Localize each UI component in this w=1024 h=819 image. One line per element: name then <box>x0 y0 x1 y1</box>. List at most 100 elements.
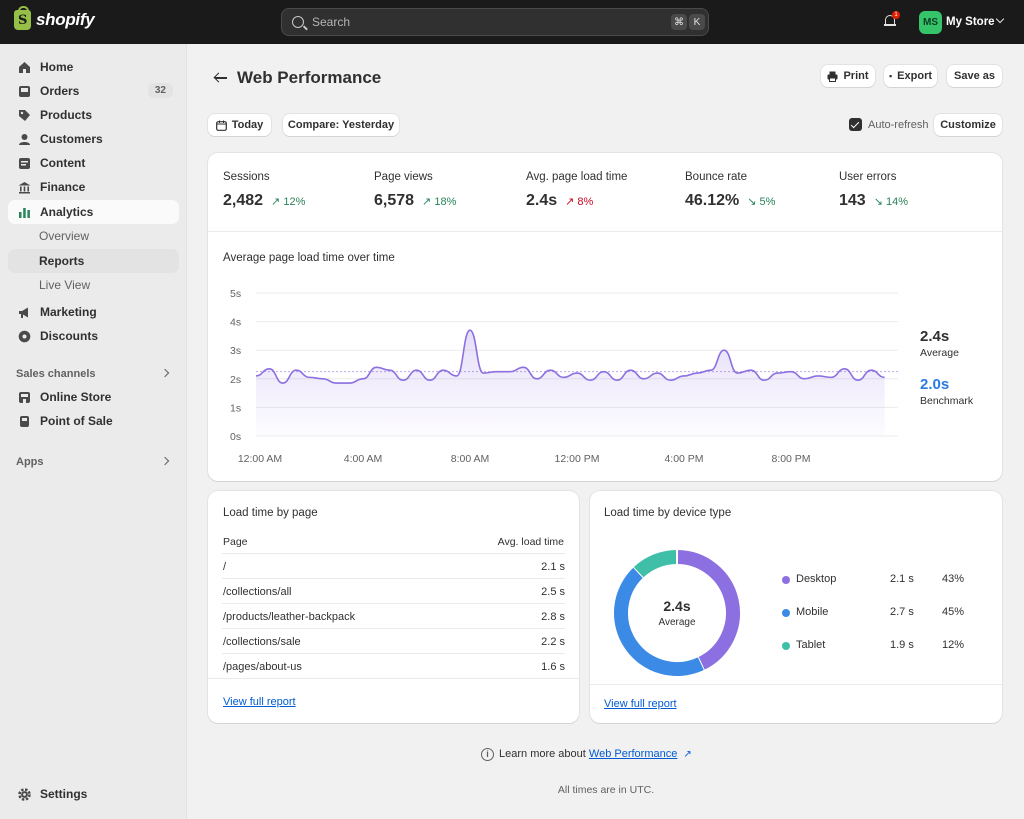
apps-heading[interactable]: Apps <box>16 456 44 468</box>
y-tick-label: 4s <box>230 317 241 329</box>
compare-filter-button[interactable]: Compare: Yesterday <box>283 114 399 136</box>
table-row[interactable]: /2.1 s <box>222 553 565 578</box>
sidebar-item-label: Discounts <box>40 329 99 343</box>
sidebar-item-label: Overview <box>39 229 90 243</box>
donut-slice-mobile[interactable] <box>614 567 704 676</box>
calendar-icon <box>215 120 227 131</box>
arrow-up-right-icon: ↗ <box>565 195 575 208</box>
x-tick-label: 12:00 PM <box>555 453 600 465</box>
info-icon: i <box>481 748 494 761</box>
load-by-device-card: Load time by device type 2.4s Average De… <box>590 491 1002 723</box>
web-performance-link[interactable]: Web Performance <box>588 748 678 760</box>
store-icon <box>19 391 30 403</box>
sidebar-item-point-of-sale[interactable]: Point of Sale <box>8 409 179 433</box>
sidebar-item-label: Home <box>40 60 74 74</box>
metric-user-errors[interactable]: User errors 143 ↘ 14% <box>839 171 909 209</box>
person-icon <box>19 133 30 145</box>
command-key-icon: ⌘ <box>671 14 687 30</box>
auto-refresh-checkbox[interactable] <box>849 118 862 131</box>
table-row[interactable]: /products/leather-backpack 2.8 s <box>222 603 565 628</box>
series-area <box>256 330 885 436</box>
sidebar-item-live-view[interactable]: Live View <box>8 273 179 297</box>
shopify-logo[interactable]: shopify <box>14 6 95 30</box>
metric-avg-load-time[interactable]: Avg. page load time 2.4s ↗ 8% <box>526 171 628 209</box>
view-full-report-link[interactable]: View full report <box>223 696 296 708</box>
save-as-button[interactable]: Save as <box>947 65 1002 87</box>
discount-icon <box>18 330 31 342</box>
sidebar-item-online-store[interactable]: Online Store <box>8 385 179 409</box>
notification-badge: 1 <box>892 11 900 19</box>
sidebar-item-label: Live View <box>39 278 91 292</box>
sidebar-item-label: Settings <box>40 787 88 801</box>
x-tick-label: 4:00 AM <box>344 453 383 465</box>
sidebar-item-label: Marketing <box>40 305 97 319</box>
column-header-page: Page <box>223 536 248 548</box>
metric-bounce-rate[interactable]: Bounce rate 46.12% ↘ 5% <box>685 171 776 209</box>
performance-card: Sessions 2,482 ↗ 12% Page views 6,578 ↗ 18… <box>208 153 1002 481</box>
chevron-right-icon[interactable] <box>160 456 170 466</box>
chevron-right-icon[interactable] <box>160 368 170 378</box>
table-row[interactable]: /collections/all 2.5 s <box>222 578 565 603</box>
date-filter-button[interactable]: Today <box>208 114 271 136</box>
sidebar-item-label: Content <box>40 156 86 170</box>
back-arrow-icon[interactable] <box>214 71 228 85</box>
sidebar-item-discounts[interactable]: Discounts <box>8 324 179 348</box>
chart-bar-icon <box>19 207 30 218</box>
metric-page-views[interactable]: Page views 6,578 ↗ 18% <box>374 171 457 209</box>
sidebar-item-home[interactable]: Home <box>8 55 179 79</box>
tag-icon <box>19 109 30 121</box>
store-name[interactable]: My Store <box>946 16 995 28</box>
table-row[interactable]: /collections/sale 2.2 s <box>222 628 565 653</box>
customize-button[interactable]: Customize <box>934 114 1002 136</box>
arrow-down-right-icon: ↘ <box>747 195 757 208</box>
column-header-load-time: Avg. load time <box>497 536 564 548</box>
sidebar-item-finance[interactable]: Finance <box>8 175 179 199</box>
sidebar-item-analytics[interactable]: Analytics <box>8 200 179 224</box>
donut-slice-desktop[interactable] <box>676 550 740 670</box>
sidebar-item-content[interactable]: Content <box>8 151 179 175</box>
sidebar-item-reports[interactable]: Reports <box>8 249 179 273</box>
x-tick-label: 8:00 AM <box>451 453 490 465</box>
sidebar-item-label: Point of Sale <box>40 414 113 428</box>
table-row[interactable]: /pages/about-us 1.6 s <box>222 653 565 678</box>
export-button[interactable]: ▪ Export <box>884 65 937 87</box>
search-bar[interactable]: Search ⌘ K <box>281 8 709 36</box>
y-tick-label: 5s <box>230 288 241 300</box>
store-avatar[interactable]: MS <box>919 11 942 34</box>
sidebar-item-marketing[interactable]: Marketing <box>8 300 179 324</box>
sidebar-item-label: Reports <box>39 254 85 268</box>
device-donut-chart <box>614 549 740 676</box>
load-by-device-title: Load time by device type <box>604 507 732 519</box>
sidebar-item-orders[interactable]: Orders 32 <box>8 79 179 103</box>
view-full-report-link[interactable]: View full report <box>604 698 677 710</box>
y-tick-label: 0s <box>230 431 241 443</box>
sidebar-item-overview[interactable]: Overview <box>8 224 179 248</box>
sidebar-item-products[interactable]: Products <box>8 103 179 127</box>
y-tick-label: 3s <box>230 345 241 357</box>
sidebar: Home Orders 32 Products Customers Conten… <box>0 44 187 819</box>
chart-benchmark-label: Benchmark <box>920 395 974 407</box>
load-by-page-card: Load time by page Page Avg. load time /2… <box>208 491 579 723</box>
print-button[interactable]: Print <box>821 65 875 87</box>
arrow-down-right-icon: ↘ <box>873 195 883 208</box>
search-icon <box>292 16 304 28</box>
sidebar-item-label: Orders <box>40 84 80 98</box>
logo-text: shopify <box>36 10 95 29</box>
arrow-up-right-icon: ↗ <box>422 195 432 208</box>
notifications-button[interactable]: 1 <box>884 11 900 27</box>
metric-sessions[interactable]: Sessions 2,482 ↗ 12% <box>223 171 306 209</box>
bank-icon <box>18 181 31 193</box>
donut-slice-tablet[interactable] <box>633 550 678 578</box>
sidebar-item-settings[interactable]: Settings <box>8 782 179 806</box>
x-tick-label: 8:00 PM <box>771 453 810 465</box>
home-icon <box>19 61 30 73</box>
chevron-down-icon[interactable] <box>995 14 1005 24</box>
pos-icon <box>20 415 29 427</box>
export-icon: ▪ <box>888 71 893 81</box>
gear-icon <box>18 787 31 801</box>
sales-channels-heading[interactable]: Sales channels <box>16 368 96 380</box>
top-bar: shopify Search ⌘ K 1 MS My Store <box>0 0 1024 44</box>
external-link-icon[interactable]: ↗ <box>683 749 692 760</box>
sidebar-item-customers[interactable]: Customers <box>8 127 179 151</box>
content-icon <box>19 157 30 169</box>
